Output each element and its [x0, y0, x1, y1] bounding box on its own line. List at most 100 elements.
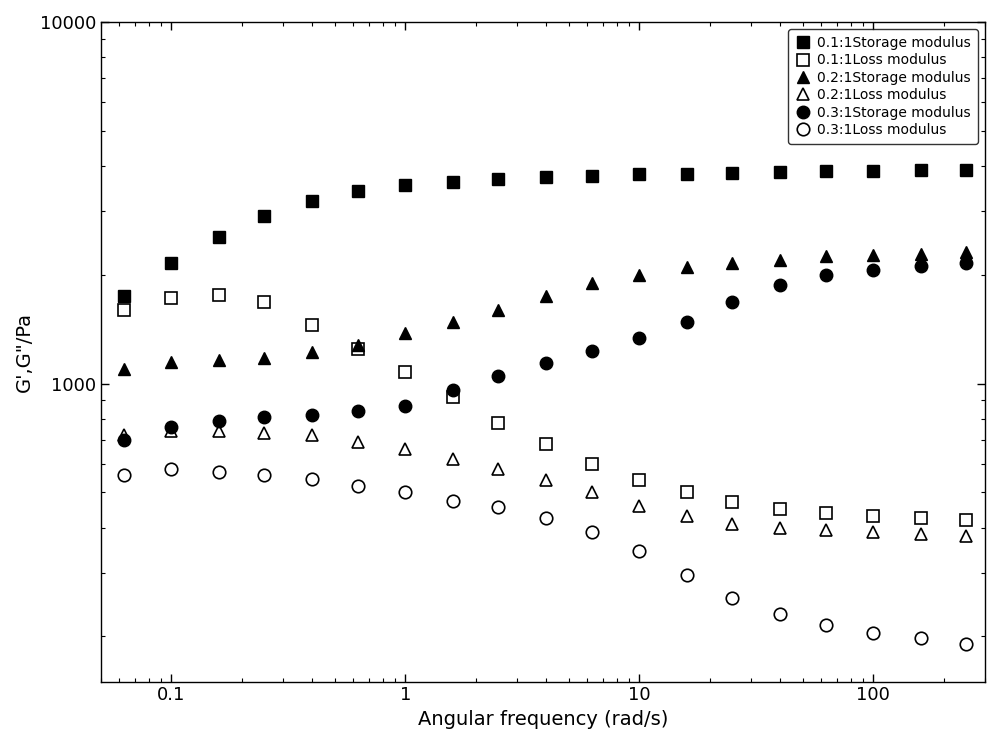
0.2:1Loss modulus	[352, 437, 364, 446]
0.2:1Storage modulus	[399, 329, 411, 338]
0.2:1Storage modulus	[118, 365, 130, 373]
0.3:1Loss modulus	[681, 571, 693, 580]
0.1:1Storage modulus	[915, 166, 927, 175]
0.3:1Loss modulus	[774, 610, 786, 619]
0.1:1Loss modulus	[726, 498, 738, 507]
0.2:1Loss modulus	[915, 530, 927, 539]
0.1:1Storage modulus	[492, 175, 504, 184]
0.1:1Loss modulus	[540, 440, 552, 449]
0.2:1Storage modulus	[213, 356, 225, 365]
0.2:1Storage modulus	[306, 348, 318, 357]
0.3:1Loss modulus	[820, 620, 832, 629]
0.1:1Storage modulus	[681, 169, 693, 178]
0.1:1Loss modulus	[165, 294, 177, 303]
0.3:1Loss modulus	[586, 527, 598, 536]
0.2:1Loss modulus	[774, 523, 786, 532]
0.1:1Loss modulus	[681, 488, 693, 497]
0.1:1Storage modulus	[867, 166, 879, 175]
0.2:1Loss modulus	[681, 512, 693, 521]
0.2:1Storage modulus	[492, 305, 504, 314]
0.2:1Storage modulus	[915, 249, 927, 258]
0.2:1Loss modulus	[306, 431, 318, 440]
0.1:1Storage modulus	[774, 167, 786, 176]
0.2:1Storage modulus	[447, 318, 459, 327]
0.1:1Storage modulus	[213, 232, 225, 241]
0.1:1Loss modulus	[306, 321, 318, 330]
0.2:1Storage modulus	[258, 353, 270, 362]
0.1:1Storage modulus	[540, 173, 552, 182]
0.3:1Storage modulus	[306, 411, 318, 420]
0.3:1Loss modulus	[165, 465, 177, 474]
Legend: 0.1:1Storage modulus, 0.1:1Loss modulus, 0.2:1Storage modulus, 0.2:1Loss modulus: 0.1:1Storage modulus, 0.1:1Loss modulus,…	[788, 29, 978, 144]
0.1:1Storage modulus	[306, 196, 318, 205]
0.1:1Storage modulus	[258, 212, 270, 221]
Y-axis label: G',G"/Pa: G',G"/Pa	[15, 312, 34, 392]
0.1:1Loss modulus	[258, 298, 270, 307]
0.1:1Storage modulus	[820, 167, 832, 176]
0.3:1Storage modulus	[399, 401, 411, 410]
0.3:1Storage modulus	[258, 412, 270, 421]
0.1:1Loss modulus	[447, 392, 459, 401]
0.2:1Loss modulus	[213, 426, 225, 435]
0.3:1Storage modulus	[633, 333, 645, 342]
0.2:1Storage modulus	[681, 263, 693, 272]
0.1:1Storage modulus	[586, 171, 598, 180]
0.3:1Storage modulus	[915, 262, 927, 271]
0.1:1Storage modulus	[352, 187, 364, 196]
0.1:1Loss modulus	[633, 476, 645, 485]
0.3:1Storage modulus	[960, 259, 972, 268]
0.2:1Storage modulus	[352, 341, 364, 350]
0.2:1Storage modulus	[586, 278, 598, 287]
0.2:1Loss modulus	[867, 527, 879, 536]
Line: 0.3:1Storage modulus: 0.3:1Storage modulus	[118, 257, 973, 446]
0.1:1Loss modulus	[774, 504, 786, 513]
0.3:1Storage modulus	[213, 416, 225, 425]
0.1:1Loss modulus	[586, 459, 598, 468]
Line: 0.3:1Loss modulus: 0.3:1Loss modulus	[118, 463, 973, 651]
0.3:1Storage modulus	[820, 270, 832, 279]
0.2:1Storage modulus	[867, 251, 879, 260]
0.2:1Loss modulus	[447, 455, 459, 464]
0.3:1Storage modulus	[447, 385, 459, 394]
0.1:1Loss modulus	[492, 418, 504, 427]
0.3:1Loss modulus	[540, 513, 552, 522]
0.3:1Loss modulus	[306, 475, 318, 484]
0.3:1Storage modulus	[352, 406, 364, 415]
0.2:1Loss modulus	[258, 429, 270, 437]
0.2:1Storage modulus	[633, 270, 645, 279]
Line: 0.1:1Storage modulus: 0.1:1Storage modulus	[118, 164, 973, 302]
Line: 0.1:1Loss modulus: 0.1:1Loss modulus	[118, 289, 973, 526]
0.3:1Storage modulus	[586, 347, 598, 356]
0.2:1Loss modulus	[633, 501, 645, 510]
0.1:1Storage modulus	[726, 168, 738, 177]
0.2:1Loss modulus	[165, 426, 177, 435]
0.1:1Loss modulus	[213, 290, 225, 299]
X-axis label: Angular frequency (rad/s): Angular frequency (rad/s)	[418, 710, 668, 729]
0.3:1Loss modulus	[633, 546, 645, 555]
Line: 0.2:1Loss modulus: 0.2:1Loss modulus	[118, 425, 973, 542]
0.3:1Storage modulus	[165, 423, 177, 432]
0.2:1Loss modulus	[726, 519, 738, 528]
0.3:1Storage modulus	[726, 298, 738, 307]
0.2:1Loss modulus	[820, 525, 832, 534]
0.3:1Loss modulus	[399, 488, 411, 497]
0.2:1Loss modulus	[399, 444, 411, 453]
0.1:1Storage modulus	[960, 165, 972, 174]
0.3:1Storage modulus	[540, 359, 552, 368]
0.2:1Storage modulus	[726, 259, 738, 268]
Line: 0.2:1Storage modulus: 0.2:1Storage modulus	[118, 246, 973, 375]
0.3:1Loss modulus	[492, 503, 504, 512]
0.2:1Storage modulus	[165, 357, 177, 366]
0.3:1Loss modulus	[960, 640, 972, 649]
0.3:1Loss modulus	[213, 467, 225, 476]
0.3:1Loss modulus	[447, 496, 459, 505]
0.1:1Loss modulus	[915, 513, 927, 522]
0.2:1Storage modulus	[820, 251, 832, 260]
0.3:1Storage modulus	[492, 371, 504, 380]
0.3:1Storage modulus	[118, 435, 130, 444]
0.1:1Storage modulus	[447, 177, 459, 186]
0.1:1Loss modulus	[352, 344, 364, 353]
0.1:1Loss modulus	[118, 305, 130, 314]
0.1:1Loss modulus	[820, 508, 832, 517]
0.2:1Storage modulus	[774, 255, 786, 264]
